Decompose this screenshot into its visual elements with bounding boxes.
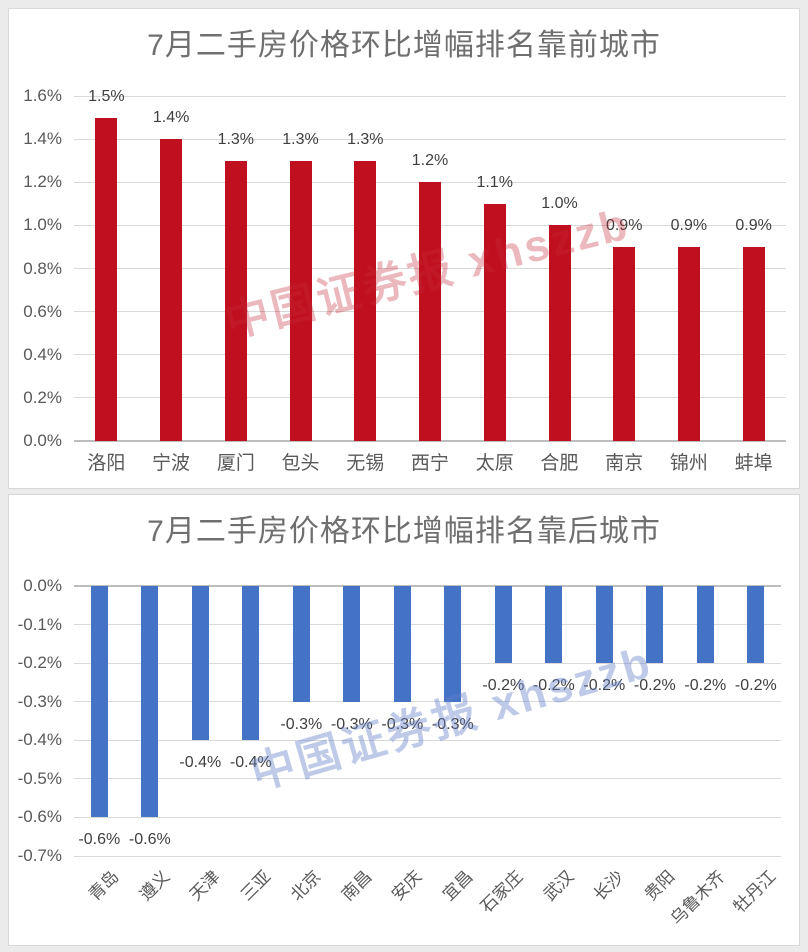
value-label: 1.1% <box>476 173 513 191</box>
value-label: 0.9% <box>735 217 772 234</box>
x-category-label: 太原 <box>475 453 514 474</box>
value-label: -0.6% <box>78 831 121 849</box>
value-label: -0.2% <box>633 677 676 695</box>
gridline <box>74 138 786 140</box>
gridline <box>74 739 781 741</box>
gridline <box>74 778 781 780</box>
y-axis-tick-label: 0.6% <box>23 301 62 321</box>
value-label: 1.3% <box>282 130 319 148</box>
y-axis-tick-label: -0.6% <box>17 807 62 827</box>
value-label: 1.3% <box>217 130 255 148</box>
bottom-chart-panel: 7月二手房价格环比增幅排名靠后城市 中国证券报 xhszzb 0.0% -0.1%… <box>8 494 800 946</box>
value-label: -0.2% <box>482 677 525 695</box>
y-axis-tick-label: -0.1% <box>17 614 62 634</box>
x-category-label: 南京 <box>605 453 644 474</box>
gridline <box>74 440 786 442</box>
bar-无锡 <box>354 160 377 441</box>
y-axis-tick-label: 0.4% <box>23 344 62 364</box>
value-label: -0.2% <box>532 677 575 695</box>
bar-石家庄 <box>494 586 512 664</box>
x-category-label: 无锡 <box>346 453 385 474</box>
value-label: -0.3% <box>431 715 474 733</box>
gridline <box>74 701 781 703</box>
x-category-label: 西宁 <box>410 453 449 474</box>
gridline <box>74 95 786 97</box>
bar-包头 <box>289 160 312 441</box>
y-axis-tick-label: 0.0% <box>23 431 62 450</box>
gridline <box>74 624 781 626</box>
y-axis-tick-label: -0.2% <box>17 653 62 673</box>
y-axis-tick-label: 1.0% <box>23 215 62 235</box>
bar-北京 <box>292 586 310 702</box>
y-axis-tick-label: -0.3% <box>17 691 62 711</box>
y-axis-tick-label: 1.4% <box>23 129 62 149</box>
y-axis-tick-label: 0.8% <box>23 258 62 278</box>
bar-洛阳 <box>95 117 118 441</box>
bar-贵阳 <box>646 586 664 664</box>
value-label: 1.2% <box>411 152 449 170</box>
y-axis-tick-label: -0.4% <box>17 730 62 750</box>
value-label: -0.4% <box>179 754 222 772</box>
value-label: 0.9% <box>605 217 643 234</box>
value-label: 1.5% <box>88 87 125 105</box>
gridline <box>74 585 781 587</box>
y-axis-tick-label: 1.6% <box>23 86 62 105</box>
gridline <box>74 855 781 857</box>
value-label: 0.9% <box>670 217 708 234</box>
x-category-label: 锦州 <box>669 453 708 474</box>
bar-武汉 <box>545 586 563 664</box>
gridline <box>74 816 781 818</box>
y-axis-tick-label: 0.0% <box>23 576 62 595</box>
gridline <box>74 662 781 664</box>
bar-厦门 <box>224 160 247 441</box>
value-label: 1.3% <box>347 130 384 148</box>
bar-三亚 <box>242 586 260 741</box>
bar-遵义 <box>141 586 159 818</box>
value-label: -0.2% <box>684 677 727 695</box>
x-category-label: 包头 <box>281 453 320 474</box>
value-label: -0.3% <box>381 715 424 733</box>
bar-太原 <box>483 203 506 441</box>
top-chart-title: 7月二手房价格环比增幅排名靠前城市 <box>147 29 661 62</box>
bar-乌鲁木齐 <box>696 586 714 664</box>
bar-锦州 <box>677 247 700 441</box>
value-label: -0.2% <box>583 677 626 695</box>
bar-牡丹江 <box>747 586 765 664</box>
value-label: -0.3% <box>280 715 323 733</box>
bar-合肥 <box>548 225 571 441</box>
bottom-chart-title: 7月二手房价格环比增幅排名靠后城市 <box>147 515 661 548</box>
bar-天津 <box>191 586 209 741</box>
value-label: 1.0% <box>541 195 578 213</box>
bar-南京 <box>613 247 636 441</box>
bar-南昌 <box>343 586 361 702</box>
x-category-label: 洛阳 <box>87 453 126 474</box>
bar-蚌埠 <box>742 247 765 441</box>
value-label: -0.6% <box>128 831 171 849</box>
x-category-label: 宁波 <box>152 453 191 474</box>
x-category-label: 厦门 <box>216 453 255 474</box>
value-label: 1.4% <box>152 109 190 127</box>
bar-宁波 <box>160 139 183 441</box>
y-axis-tick-label: -0.7% <box>17 846 62 865</box>
bar-长沙 <box>595 586 613 664</box>
x-category-label: 合肥 <box>540 453 579 474</box>
value-label: -0.2% <box>734 677 777 695</box>
x-category-label: 蚌埠 <box>734 453 773 474</box>
y-axis-tick-label: 1.2% <box>23 172 62 192</box>
bar-宜昌 <box>444 586 462 702</box>
value-label: -0.4% <box>229 754 272 772</box>
top-chart-panel: 7月二手房价格环比增幅排名靠前城市 中国证券报 xhszzb 1.6% 1.4% 1… <box>8 8 800 489</box>
bar-青岛 <box>90 586 108 818</box>
value-label: -0.3% <box>330 715 373 733</box>
bar-安庆 <box>393 586 411 702</box>
y-axis-tick-label: 0.2% <box>23 387 62 407</box>
y-axis-tick-label: -0.5% <box>17 768 62 788</box>
bar-西宁 <box>419 182 441 441</box>
